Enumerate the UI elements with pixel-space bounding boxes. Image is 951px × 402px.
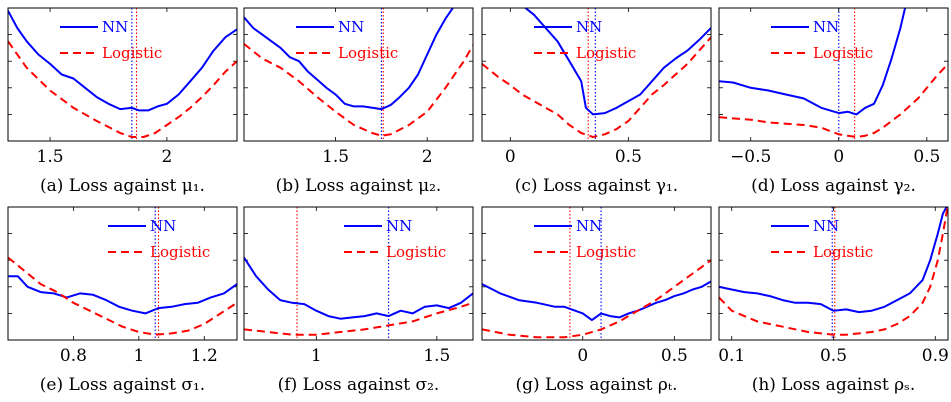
legend: NN Logistic	[534, 217, 636, 261]
x-tick-label: 0	[833, 147, 844, 167]
chart-panel: 0.1 0.5 0.9 NN Logistic (h) Loss against ρₛ.	[718, 206, 949, 395]
legend: NN Logistic	[296, 18, 398, 62]
x-tick-label: 0.8	[60, 346, 87, 366]
x-tick-label: 0.5	[820, 346, 847, 366]
chart-panel: 1.5 2 NN Logistic (a) Loss against μ₁.	[7, 7, 238, 196]
x-tick-label: 1.5	[37, 147, 64, 167]
nn-series-line	[244, 8, 455, 111]
plot-frame	[7, 7, 238, 142]
legend-label-logistic: Logistic	[813, 243, 873, 261]
x-tick-label: 2	[422, 147, 433, 167]
nn-series-line	[244, 256, 473, 320]
legend: NN Logistic	[771, 18, 873, 62]
chart-panel: 1 1.5 NN Logistic (f) Loss against σ₂.	[243, 206, 474, 395]
logistic-series-line	[482, 259, 711, 339]
x-tick-label: 0.5	[913, 147, 940, 167]
legend: NN Logistic	[108, 217, 210, 261]
panel-caption: (b) Loss against μ₂.	[276, 176, 442, 196]
chart-panel: 1.5 2 NN Logistic (b) Loss against μ₂.	[243, 7, 474, 196]
panel-caption: (e) Loss against σ₁.	[40, 375, 205, 395]
chart-panel: 0 0.5 NN Logistic (g) Loss against ρₜ.	[481, 206, 712, 395]
plot-frame	[481, 206, 712, 341]
x-tick-label: 1	[311, 346, 322, 366]
plot-frame	[7, 206, 238, 341]
panel-caption: (a) Loss against μ₁.	[40, 176, 205, 196]
legend: NN Logistic	[344, 217, 446, 261]
legend-label-logistic: Logistic	[813, 44, 873, 62]
plot-frame	[243, 206, 474, 341]
x-tick-label: −0.5	[730, 147, 771, 167]
legend: NN Logistic	[534, 18, 636, 62]
nn-series-line	[482, 280, 711, 322]
legend-label-logistic: Logistic	[338, 44, 398, 62]
panel-caption: (f) Loss against σ₂.	[278, 375, 440, 395]
legend-label-nn: NN	[576, 18, 602, 36]
panel-caption: (c) Loss against γ₁.	[515, 176, 678, 196]
legend-label-nn: NN	[338, 18, 364, 36]
legend-label-nn: NN	[813, 18, 839, 36]
logistic-series-line	[719, 207, 948, 336]
logistic-series-line	[482, 36, 711, 138]
x-tick-label: 0.5	[661, 346, 688, 366]
nn-series-line	[719, 8, 907, 116]
legend-label-nn: NN	[102, 18, 128, 36]
logistic-series-line	[244, 43, 473, 137]
legend-label-logistic: Logistic	[576, 44, 636, 62]
legend-label-nn: NN	[386, 217, 412, 235]
x-tick-label: 2	[161, 147, 172, 167]
legend-label-nn: NN	[150, 217, 176, 235]
legend-label-logistic: Logistic	[576, 243, 636, 261]
legend: NN Logistic	[60, 18, 162, 62]
nn-series-line	[8, 275, 237, 315]
legend-label-nn: NN	[576, 217, 602, 235]
logistic-series-line	[8, 40, 237, 138]
x-tick-label: 0.9	[922, 346, 949, 366]
logistic-series-line	[8, 256, 237, 336]
legend-label-logistic: Logistic	[150, 243, 210, 261]
legend: NN Logistic	[771, 217, 873, 261]
x-tick-label: 1.5	[423, 346, 450, 366]
nn-series-line	[523, 8, 711, 116]
chart-panel: 0 0.5 NN Logistic (c) Loss against γ₁.	[481, 7, 712, 196]
legend-label-logistic: Logistic	[386, 243, 446, 261]
plot-frame	[481, 7, 712, 142]
panel-caption: (g) Loss against ρₜ.	[515, 375, 677, 395]
x-tick-label: 0.1	[718, 346, 745, 366]
panel-caption: (d) Loss against γ₂.	[751, 176, 916, 196]
x-tick-label: 0	[505, 147, 516, 167]
x-tick-label: 1.2	[191, 346, 218, 366]
logistic-series-line	[719, 63, 948, 138]
plot-frame	[718, 7, 949, 142]
x-tick-label: 1	[133, 346, 144, 366]
logistic-series-line	[244, 301, 473, 336]
chart-panel: 0.8 1 1.2 NN Logistic (e) Loss against σ₁.	[7, 206, 238, 395]
plot-frame	[243, 7, 474, 142]
panel-caption: (h) Loss against ρₛ.	[752, 375, 916, 395]
x-tick-label: 1.5	[322, 147, 349, 167]
legend-label-logistic: Logistic	[102, 44, 162, 62]
x-tick-label: 0	[577, 346, 588, 366]
nn-series-line	[719, 207, 948, 314]
nn-series-line	[8, 10, 237, 112]
x-tick-label: 0.5	[615, 147, 642, 167]
legend-label-nn: NN	[813, 217, 839, 235]
chart-panel: −0.5 0 0.5 NN Logistic (d) Loss against γ₂.	[718, 7, 949, 196]
